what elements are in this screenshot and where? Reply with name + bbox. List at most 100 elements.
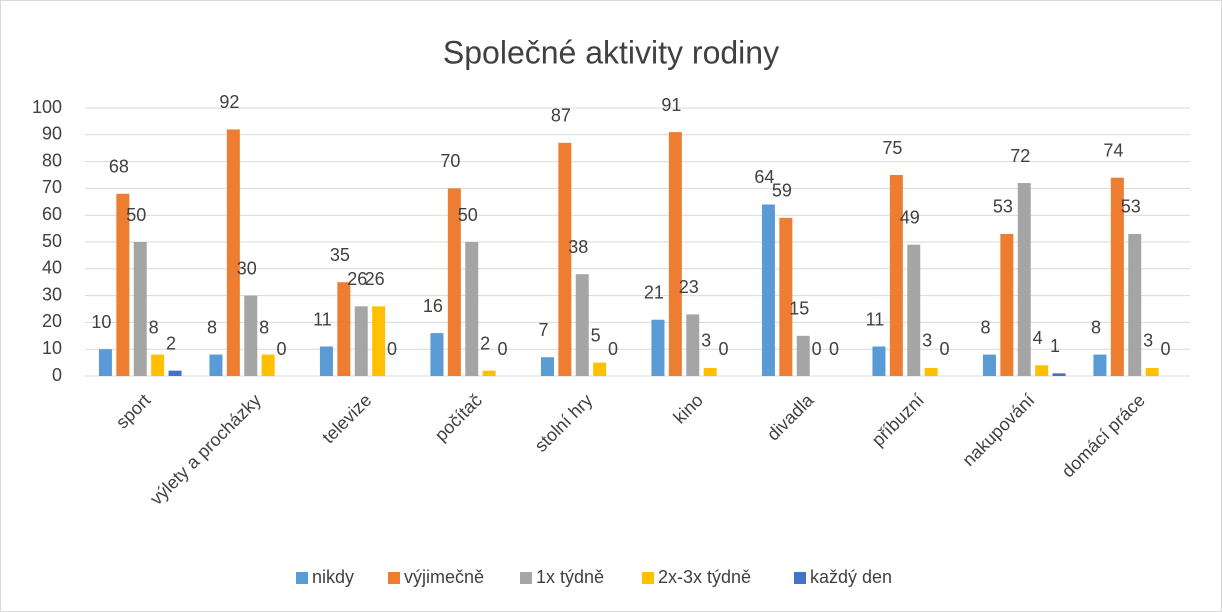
bar [98,349,112,376]
bar [261,354,275,376]
data-label: 11 [866,309,885,329]
data-label: 0 [829,339,839,359]
y-tick-label: 80 [42,150,62,170]
data-label: 74 [1103,140,1123,160]
y-tick-label: 10 [42,338,62,358]
bar [465,242,479,376]
data-label: 4 [1033,328,1043,348]
bar [372,306,386,376]
bar [761,204,775,376]
bar [1145,367,1159,376]
data-label: 30 [237,258,257,278]
data-label: 2 [166,333,176,353]
bar [151,354,165,376]
bar [703,367,717,376]
data-label: 26 [347,269,367,289]
bar [133,242,147,376]
data-label: 49 [900,207,920,227]
data-label: 91 [661,95,681,115]
legend-label: nikdy [312,567,354,587]
bar [982,354,996,376]
y-tick-label: 0 [52,365,62,385]
bar [668,132,682,376]
bar [1128,233,1142,376]
data-label: 8 [149,317,159,337]
legend-label: 1x týdně [536,567,604,587]
bar [1093,354,1107,376]
data-label: 0 [608,339,618,359]
data-label: 53 [1121,197,1141,217]
data-label: 0 [277,339,287,359]
data-label: 53 [993,197,1013,217]
bar [1017,183,1031,376]
data-label: 16 [423,296,443,316]
data-label: 3 [922,331,932,351]
legend-swatch [642,572,654,584]
bar [1110,177,1124,376]
data-label: 0 [387,339,397,359]
data-label: 5 [591,325,601,345]
data-label: 50 [126,205,146,225]
data-label: 68 [109,157,129,177]
bar [1035,365,1049,376]
legend-label: každý den [810,567,892,587]
y-tick-label: 30 [42,284,62,304]
bar [116,193,130,376]
legend-swatch [794,572,806,584]
data-label: 0 [812,339,822,359]
data-label: 0 [940,339,950,359]
data-label: 8 [259,317,269,337]
legend-swatch [388,572,400,584]
data-label: 0 [1161,339,1171,359]
data-label: 0 [719,339,729,359]
bar [244,295,258,376]
bar [168,370,182,376]
data-label: 50 [458,205,478,225]
data-label: 59 [772,181,792,201]
bar [907,244,921,376]
data-label: 0 [498,339,508,359]
legend-label: výjimečně [404,567,484,587]
bar [430,333,444,376]
data-label: 3 [701,331,711,351]
bar [575,274,589,376]
bar [779,217,793,376]
bar [686,314,700,376]
data-label: 87 [551,106,571,126]
bar [651,319,665,376]
data-label: 75 [882,138,902,158]
data-label: 70 [440,151,460,171]
data-label: 11 [313,309,332,329]
data-label: 23 [679,277,699,297]
data-label: 64 [754,167,774,187]
bar [1052,373,1066,376]
data-label: 8 [980,317,990,337]
bar [447,188,461,376]
y-tick-label: 60 [42,204,62,224]
data-label: 72 [1010,146,1030,166]
bar [1000,233,1014,376]
bar [226,129,240,376]
bar [558,142,572,376]
chart-title: Společné aktivity rodiny [443,34,779,70]
data-label: 2 [480,333,490,353]
bar [796,335,810,376]
data-label: 7 [538,320,548,340]
legend-label: 2x-3x týdně [658,567,751,587]
y-tick-label: 40 [42,258,62,278]
data-label: 1 [1050,336,1060,356]
data-label: 15 [789,299,809,319]
data-label: 8 [1091,317,1101,337]
bar [354,306,368,376]
y-tick-label: 70 [42,177,62,197]
legend-swatch [520,572,532,584]
data-label: 35 [330,245,350,265]
legend-swatch [296,572,308,584]
bar [337,282,351,376]
data-label: 38 [568,237,588,257]
bar [889,175,903,376]
bar [872,346,886,376]
bar [319,346,333,376]
